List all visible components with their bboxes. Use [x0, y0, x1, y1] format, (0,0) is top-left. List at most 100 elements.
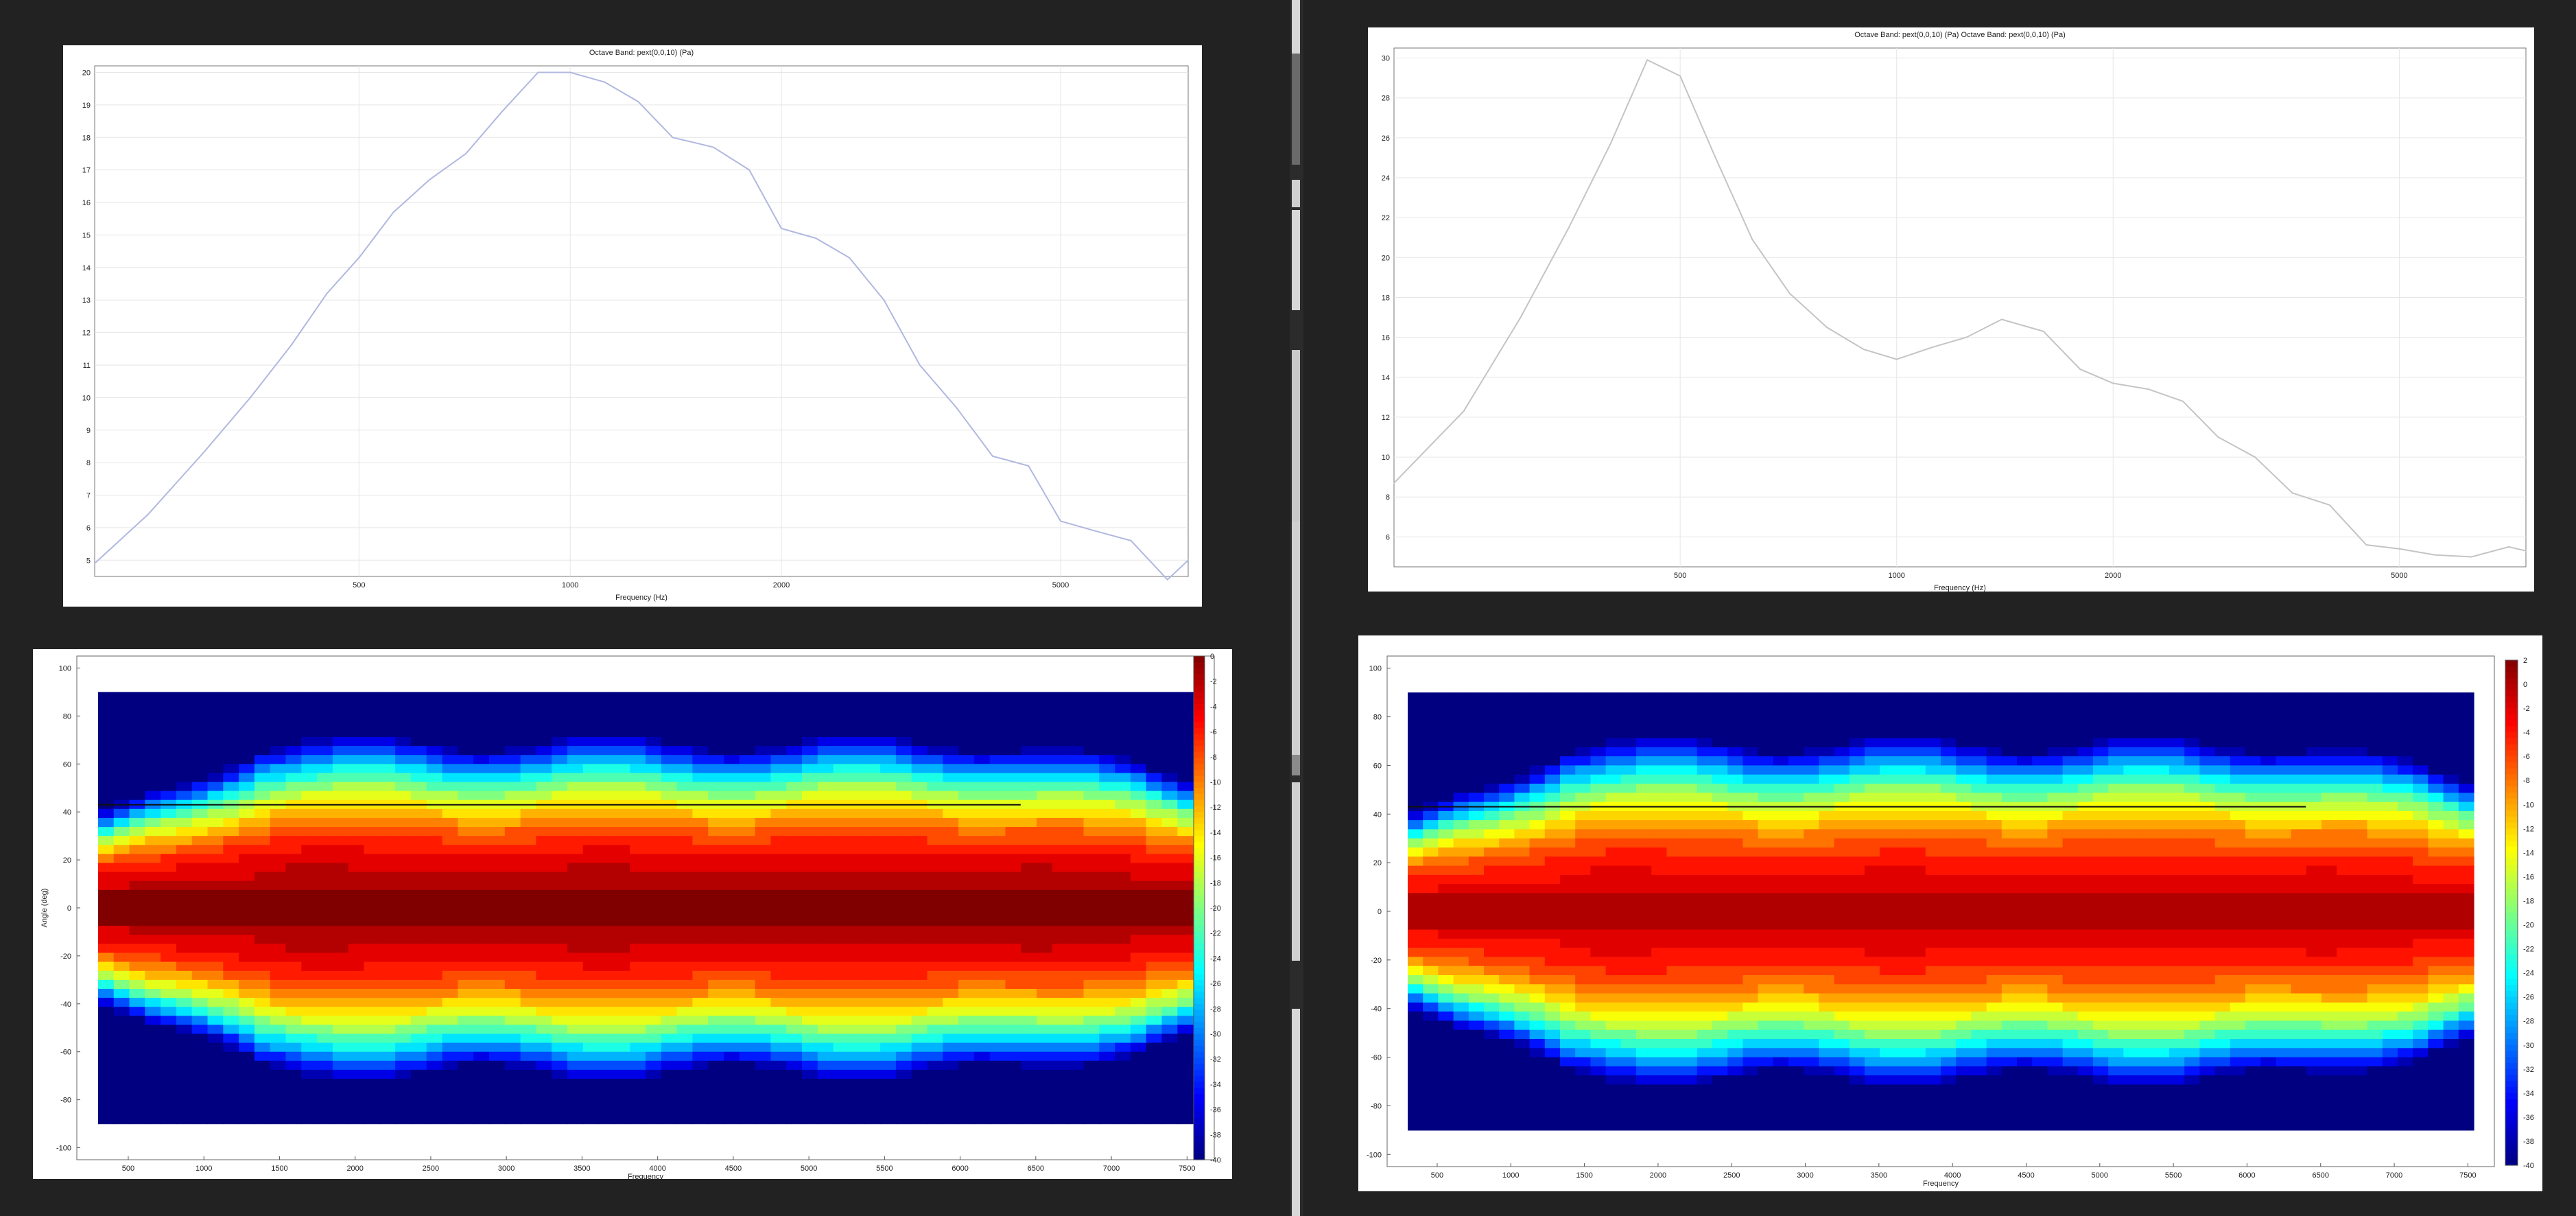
heatmap-cell — [1099, 836, 1115, 845]
heatmap-cell — [332, 952, 349, 963]
heatmap-cell — [1484, 1039, 1500, 1049]
heatmap-cell — [911, 845, 928, 854]
heatmap-cell — [442, 872, 458, 882]
heatmap-cell — [786, 701, 803, 711]
colorbar-segment — [1194, 1141, 1205, 1149]
heatmap-cell — [943, 710, 959, 720]
heatmap-cell — [1005, 718, 1021, 729]
data-point — [849, 257, 851, 259]
heatmap-cell — [1052, 989, 1069, 998]
x-tick-label: 5000 — [2391, 572, 2407, 580]
heatmap-cell — [1575, 984, 1591, 994]
heatmap-cell — [1651, 1121, 1667, 1131]
heatmap-cell — [458, 746, 474, 756]
heatmap-cell — [802, 935, 818, 944]
heatmap-cell — [1804, 720, 1819, 729]
heatmap-cell — [927, 836, 943, 845]
heatmap-cell — [1005, 944, 1021, 954]
heatmap-cell — [223, 908, 239, 917]
heatmap-cell — [1636, 884, 1652, 893]
heatmap-cell — [1453, 1112, 1469, 1122]
heatmap-cell — [1788, 1093, 1804, 1103]
heatmap-cell — [755, 773, 771, 783]
heatmap-cell — [145, 908, 161, 917]
heatmap-cell — [1083, 917, 1100, 926]
heatmap-cell — [301, 692, 318, 702]
heatmap-cell — [770, 710, 787, 720]
heatmap-cell — [1788, 756, 1804, 766]
heatmap-cell — [646, 1042, 662, 1053]
heatmap-cell — [285, 926, 302, 935]
heatmap-cell — [1651, 829, 1667, 839]
heatmap-cell — [129, 1079, 145, 1088]
heatmap-cell — [1005, 1060, 1021, 1071]
heatmap-cell — [1681, 856, 1698, 867]
heatmap-cell — [1758, 984, 1774, 994]
heatmap-cell — [1758, 966, 1774, 976]
heatmap-cell — [223, 979, 239, 990]
heatmap-cell — [895, 1088, 912, 1097]
heatmap-cell — [708, 926, 724, 935]
heatmap-cell — [145, 854, 161, 864]
heatmap-cell — [1514, 1103, 1531, 1112]
heatmap-cell — [614, 827, 630, 837]
heatmap-cell — [145, 880, 161, 891]
heatmap-cell — [1560, 966, 1576, 976]
heatmap-cell — [1083, 1097, 1100, 1106]
heatmap-cell — [504, 935, 521, 944]
heatmap-cell — [536, 755, 552, 764]
heatmap-cell — [1666, 902, 1683, 912]
heatmap-cell — [817, 863, 834, 873]
heatmap-cell — [802, 727, 818, 738]
heatmap-cell — [1681, 701, 1698, 712]
heatmap-cell — [1819, 884, 1835, 893]
heatmap-cell — [1529, 1057, 1546, 1067]
heatmap-cell — [426, 836, 443, 845]
heatmap-cell — [817, 1051, 834, 1062]
heatmap-cell — [161, 808, 177, 819]
heatmap-cell — [849, 727, 865, 738]
heatmap-cell — [348, 952, 365, 963]
heatmap-cell — [911, 827, 928, 837]
heatmap-cell — [1514, 975, 1531, 985]
heatmap-cell — [786, 863, 803, 873]
heatmap-cell — [239, 979, 255, 990]
heatmap-cell — [223, 1097, 239, 1106]
heatmap-cell — [1758, 1029, 1774, 1040]
heatmap-cell — [1788, 929, 1804, 939]
colorbar-segment — [1194, 1088, 1205, 1095]
heatmap-cell — [239, 1051, 255, 1062]
heatmap-cell — [880, 898, 897, 909]
heatmap-cell — [661, 952, 678, 963]
heatmap-cell — [802, 808, 818, 819]
heatmap-cell — [833, 737, 849, 747]
heatmap-cell — [1575, 810, 1591, 821]
heatmap-cell — [129, 952, 145, 963]
heatmap-cell — [254, 718, 271, 729]
heatmap-cell — [520, 782, 536, 792]
heatmap-cell — [1453, 884, 1469, 893]
heatmap-cell — [1804, 984, 1819, 994]
heatmap-cell — [426, 998, 443, 1007]
heatmap-cell — [442, 827, 458, 837]
heatmap-cell — [1697, 920, 1713, 931]
heatmap-cell — [1666, 820, 1683, 830]
heatmap-cell — [661, 1007, 678, 1016]
colorbar-segment — [1194, 782, 1205, 788]
heatmap-cell — [833, 952, 849, 963]
heatmap-cell — [676, 692, 693, 702]
heatmap-cell — [567, 854, 584, 864]
heatmap-cell — [1037, 737, 1053, 747]
heatmap-cell — [1651, 1039, 1667, 1049]
heatmap-cell — [724, 808, 740, 819]
heatmap-cell — [1666, 856, 1683, 867]
heatmap-cell — [911, 782, 928, 792]
heatmap-cell — [1146, 1051, 1163, 1062]
heatmap-cell — [880, 791, 897, 801]
colorbar-segment — [1194, 698, 1205, 705]
heatmap-cell — [1005, 854, 1021, 864]
heatmap-cell — [708, 737, 724, 747]
heatmap-cell — [958, 808, 975, 819]
heatmap-cell — [1575, 765, 1591, 775]
heatmap-cell — [348, 817, 365, 828]
